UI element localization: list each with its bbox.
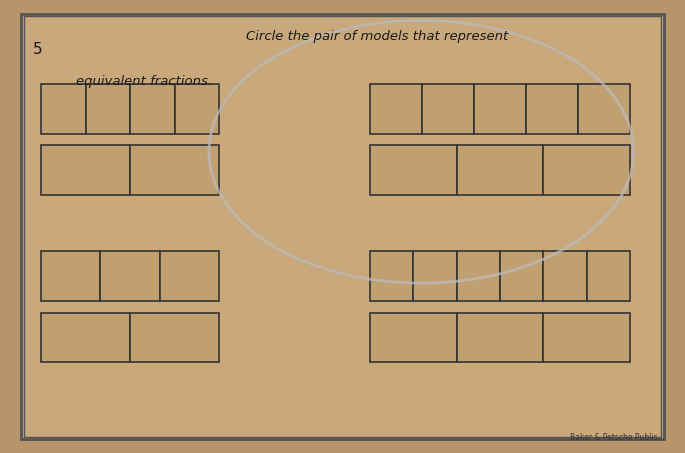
Bar — [41, 313, 130, 362]
Text: equivalent fractions.: equivalent fractions. — [76, 75, 212, 88]
Text: Baker & Petsche Publis...: Baker & Petsche Publis... — [570, 433, 664, 442]
Bar — [370, 251, 413, 301]
Bar — [587, 251, 630, 301]
Bar — [578, 84, 630, 134]
Bar — [370, 313, 457, 362]
Bar — [130, 313, 219, 362]
Text: 5: 5 — [33, 42, 42, 58]
Bar — [101, 251, 160, 301]
Bar — [543, 313, 630, 362]
Bar — [526, 84, 578, 134]
Bar — [41, 145, 130, 195]
Bar — [457, 313, 543, 362]
Bar — [175, 84, 219, 134]
Bar — [474, 84, 526, 134]
Bar — [86, 84, 130, 134]
Bar — [500, 251, 543, 301]
Bar — [543, 251, 587, 301]
Bar — [41, 84, 86, 134]
Bar — [160, 251, 219, 301]
Text: Circle the pair of models that represent: Circle the pair of models that represent — [246, 30, 508, 43]
Bar — [543, 145, 630, 195]
Bar — [457, 145, 543, 195]
Bar — [130, 145, 219, 195]
Bar — [130, 84, 175, 134]
Bar — [370, 145, 457, 195]
Bar — [370, 84, 422, 134]
Bar — [457, 251, 500, 301]
Bar — [422, 84, 474, 134]
Bar — [413, 251, 457, 301]
Bar — [41, 251, 101, 301]
